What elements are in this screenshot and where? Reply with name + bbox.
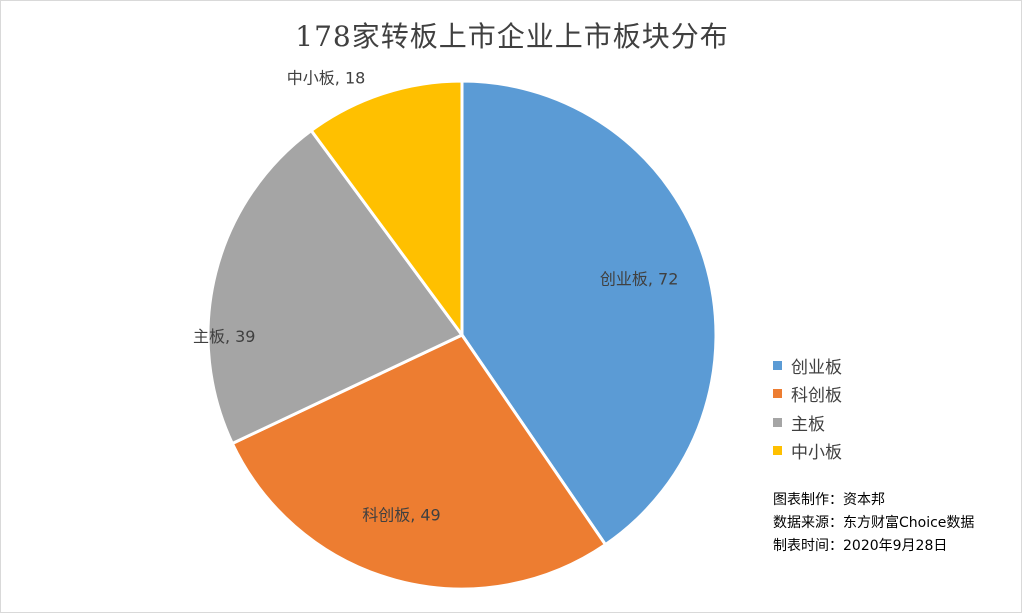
pie-slice	[230, 333, 608, 591]
legend-swatch	[773, 417, 782, 427]
note-chart-maker: 图表制作：资本邦	[773, 492, 885, 508]
data-label: 科创板, 49	[362, 505, 441, 524]
note-data-source: 数据来源：东方财富Choice数据	[773, 515, 975, 531]
chart-title: 178家转板上市企业上市板块分布	[295, 20, 729, 53]
legend-label: 创业板	[791, 357, 842, 378]
pie-slice	[206, 128, 465, 446]
note-date: 制表时间：2020年9月28日	[773, 538, 948, 554]
source-notes: 图表制作：资本邦 数据来源：东方财富Choice数据 制表时间：2020年9月2…	[773, 489, 974, 558]
data-label: 中小板, 18	[287, 68, 366, 87]
data-label: 主板, 39	[193, 327, 256, 346]
legend-label: 科创板	[791, 386, 842, 407]
legend-swatch	[773, 389, 782, 399]
legend-item: 中小板	[773, 437, 842, 466]
legend-swatch	[773, 360, 782, 370]
legend-item: 主板	[773, 408, 842, 437]
pie-slice	[460, 79, 718, 547]
legend-item: 科创板	[773, 380, 842, 409]
legend-swatch	[773, 446, 782, 456]
legend: 创业板 科创板 主板 中小板	[773, 351, 842, 465]
data-label: 创业板, 72	[600, 270, 679, 289]
legend-item: 创业板	[773, 351, 842, 380]
legend-label: 中小板	[791, 443, 842, 464]
legend-label: 主板	[791, 414, 825, 435]
pie-slice	[309, 79, 464, 340]
